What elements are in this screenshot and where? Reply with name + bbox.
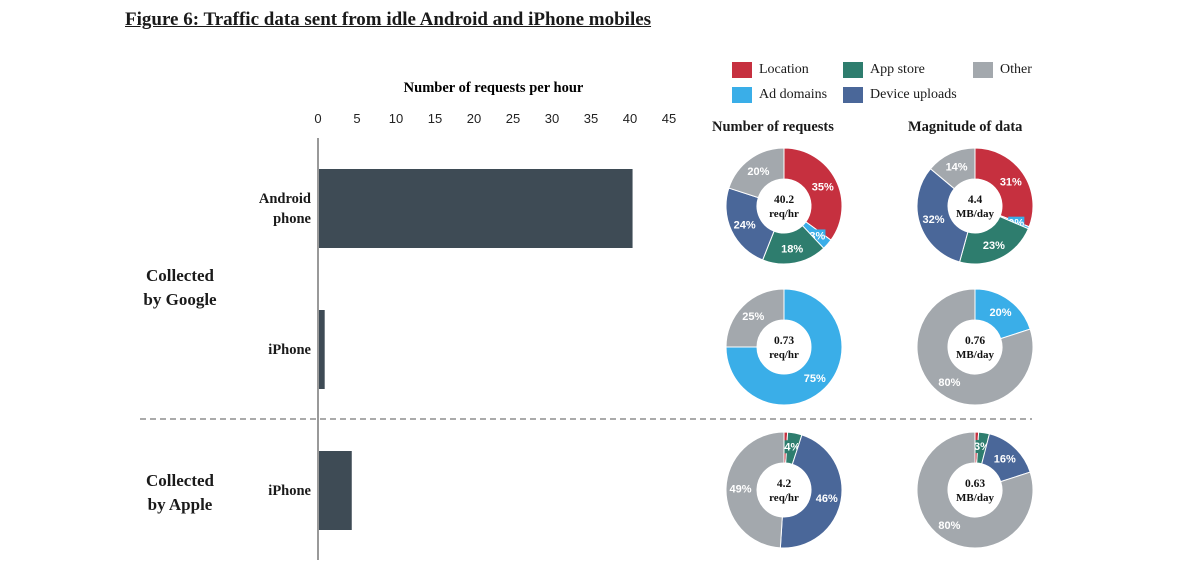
legend-swatch-other — [973, 62, 993, 78]
donut-slice-other — [916, 288, 1034, 406]
donut-hole — [948, 179, 1002, 233]
donut-hole — [757, 179, 811, 233]
donut-slice-label: 75% — [804, 373, 826, 385]
x-tick-label: 20 — [467, 111, 481, 126]
donut-slice-label: 16% — [994, 453, 1016, 465]
bar — [319, 169, 633, 248]
donut-center-unit: MB/day — [956, 492, 994, 504]
donut-slice-label: 46% — [816, 493, 838, 505]
bar-chart: Number of requests per hour 0 5 10 15 20 25 30 3… — [314, 80, 676, 560]
donut-chart: 31%0%23%32%14%4.4MB/day — [916, 147, 1034, 265]
x-tick-label: 35 — [584, 111, 598, 126]
legend-item-other: Other — [973, 62, 1032, 78]
row-label-text: iPhone — [268, 483, 311, 499]
donut-center-value: 0.73 — [774, 335, 794, 347]
donut-slice-label: 20% — [747, 166, 769, 178]
donut-slice-label: 32% — [922, 214, 944, 226]
donut-center-value: 4.2 — [777, 478, 792, 490]
group-label-google: Collected by Google — [128, 264, 232, 312]
row-label-text: iPhone — [268, 342, 311, 358]
donut-slice-label: 25% — [742, 311, 764, 323]
column-header-requests: Number of requests — [712, 119, 834, 135]
legend-swatch-ad-domains — [732, 87, 752, 103]
bar — [319, 451, 352, 530]
legend-label: Ad domains — [759, 87, 828, 102]
donut-slice-label: 49% — [730, 484, 752, 496]
donut-center-value: 4.4 — [968, 194, 983, 206]
legend-label: App store — [870, 62, 925, 77]
legend-item-location: Location — [732, 62, 809, 78]
x-tick-label: 15 — [428, 111, 442, 126]
group-label-text: Collected by Apple — [146, 471, 214, 514]
donut-slice-label: 18% — [781, 244, 803, 256]
donut-hole — [757, 463, 811, 517]
legend-label: Other — [1000, 62, 1032, 77]
donut-slice-label: 24% — [734, 220, 756, 232]
donut-hole — [948, 320, 1002, 374]
legend-label: Device uploads — [870, 87, 957, 102]
donut-center-value: 40.2 — [774, 194, 794, 206]
donut-chart: 75% 25% 0.73 req/hr — [725, 288, 843, 406]
group-label-text: Collected by Google — [143, 266, 217, 309]
x-tick-label: 45 — [662, 111, 676, 126]
legend-swatch-location — [732, 62, 752, 78]
legend-swatch-app-store — [843, 62, 863, 78]
donut-slice-label: 20% — [990, 307, 1012, 319]
row-label-iphone-google: iPhone — [215, 340, 311, 360]
row-label-iphone-apple: iPhone — [215, 481, 311, 501]
group-label-apple: Collected by Apple — [128, 469, 232, 517]
legend-swatch-device-uploads — [843, 87, 863, 103]
donut-chart: 20% 80% 0.76 MB/day — [916, 288, 1034, 406]
donut-center-value: 0.76 — [965, 335, 985, 347]
legend-item-app-store: App store — [843, 62, 925, 78]
donut-hole — [757, 320, 811, 374]
row-label-text: Android phone — [258, 191, 311, 227]
donut-slice-label: 80% — [938, 377, 960, 389]
x-tick-label: 30 — [545, 111, 559, 126]
x-tick-label: 0 — [314, 111, 321, 126]
bar-axis-title: Number of requests per hour — [404, 80, 584, 96]
figure-title: Figure 6: Traffic data sent from idle An… — [125, 9, 652, 30]
donut-slice-other — [916, 431, 1034, 549]
legend-item-ad-domains: Ad domains — [732, 87, 827, 103]
donut-center-unit: req/hr — [769, 349, 799, 361]
donut-slice-label: 23% — [983, 240, 1005, 252]
donut-center-value: 0.63 — [965, 478, 985, 490]
x-tick-label: 40 — [623, 111, 637, 126]
column-header-magnitude: Magnitude of data — [908, 119, 1023, 135]
donut-center-unit: MB/day — [956, 208, 994, 220]
x-tick-label: 25 — [506, 111, 520, 126]
donut-slice-label: 14% — [946, 162, 968, 174]
donut-slice-label: 31% — [1000, 176, 1022, 188]
donut-slice-label: 80% — [938, 520, 960, 532]
x-tick-label: 5 — [353, 111, 360, 126]
donut-hole — [948, 463, 1002, 517]
donut-charts: 35%3%18%24%20%40.2req/hr31%0%23%32%14%4.… — [725, 147, 1034, 549]
donut-slice-label-bg — [784, 440, 801, 454]
donut-center-unit: req/hr — [769, 208, 799, 220]
donut-center-unit: req/hr — [769, 492, 799, 504]
bar — [319, 310, 325, 389]
row-label-android: Android phone — [215, 189, 311, 229]
x-tick-label: 10 — [389, 111, 403, 126]
donut-slice-label: 35% — [812, 181, 834, 193]
donut-center-unit: MB/day — [956, 349, 994, 361]
legend-label: Location — [759, 62, 809, 77]
legend-item-device-uploads: Device uploads — [843, 87, 957, 103]
